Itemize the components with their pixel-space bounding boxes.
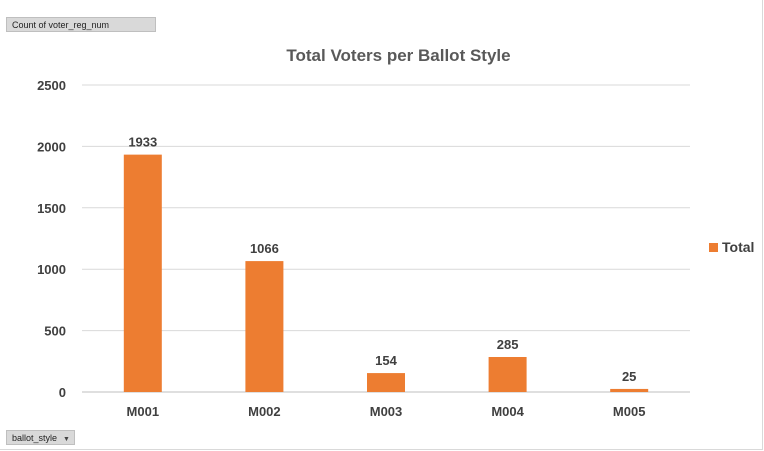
- x-tick-label: M004: [491, 404, 524, 419]
- legend-swatch: [709, 242, 718, 252]
- axis-field-label: ballot_style: [12, 433, 58, 443]
- y-tick-label: 0: [59, 385, 66, 400]
- value-field-button[interactable]: Count of voter_reg_num: [6, 17, 156, 32]
- bar: [245, 261, 284, 392]
- data-label: 285: [497, 337, 519, 352]
- legend[interactable]: Total: [709, 239, 754, 255]
- bar: [123, 154, 162, 392]
- x-tick-label: M005: [613, 404, 646, 419]
- y-tick-label: 1000: [37, 262, 66, 277]
- bar: [367, 373, 405, 392]
- x-tick-label: M002: [248, 404, 281, 419]
- y-tick-label: 2500: [37, 78, 66, 93]
- data-label: 1933: [128, 135, 157, 150]
- x-tick-label: M001: [127, 404, 160, 419]
- bar: [488, 357, 527, 392]
- y-tick-label: 500: [44, 324, 66, 339]
- data-label: 25: [622, 369, 636, 384]
- legend-label: Total: [722, 239, 755, 255]
- x-tick-label: M003: [370, 404, 403, 419]
- value-field-label: Count of voter_reg_num: [12, 20, 110, 30]
- data-label: 1066: [250, 241, 279, 256]
- data-label: 154: [375, 353, 397, 368]
- chevron-down-icon[interactable]: ▼: [63, 436, 70, 443]
- axis-field-button[interactable]: ballot_style ▼: [6, 430, 75, 445]
- y-tick-label: 1500: [37, 201, 66, 216]
- chart-title: Total Voters per Ballot Style: [286, 46, 511, 65]
- y-tick-label: 2000: [37, 139, 66, 154]
- bar: [610, 388, 649, 392]
